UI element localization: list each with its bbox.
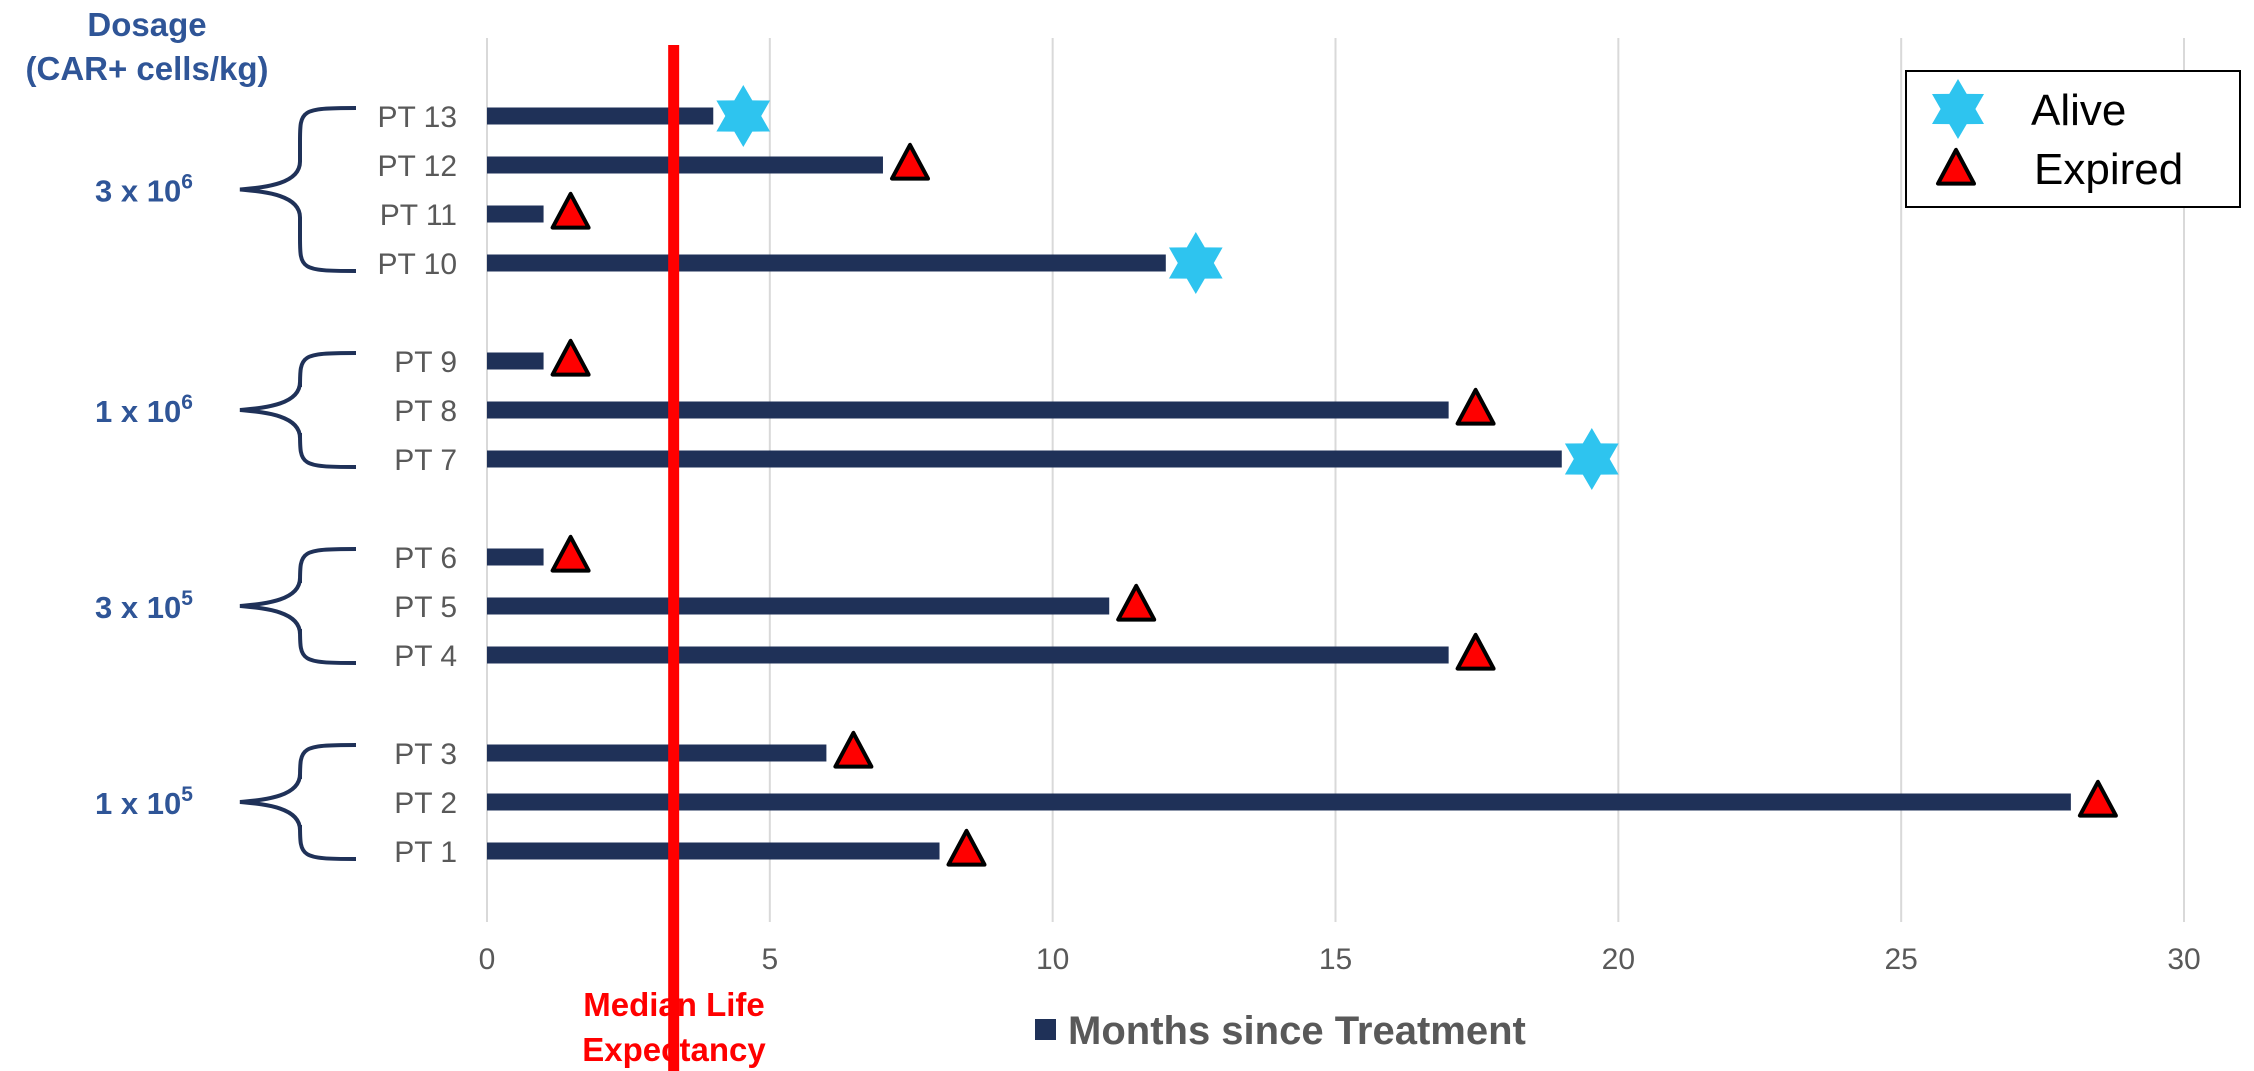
x-tick-label-0: 0 bbox=[479, 943, 496, 976]
bar-pt-4 bbox=[487, 646, 1449, 664]
patient-label-pt-2: PT 2 bbox=[394, 787, 457, 820]
bar-pt-1 bbox=[487, 842, 940, 860]
dosage-label-2: 1 x 106 bbox=[95, 391, 193, 429]
x-axis-legend: Months since Treatment bbox=[1035, 1009, 1526, 1053]
bar-pt-12 bbox=[487, 156, 883, 174]
expired-triangle-icon bbox=[833, 730, 874, 769]
alive-star-icon bbox=[1169, 232, 1223, 294]
expired-triangle-icon bbox=[550, 191, 591, 230]
expired-triangle-icon bbox=[1116, 583, 1157, 622]
bar-pt-3 bbox=[487, 744, 827, 762]
legend-label-alive: Alive bbox=[2031, 86, 2126, 135]
alive-star-icon bbox=[1564, 428, 1619, 490]
bar-pt-8 bbox=[487, 401, 1449, 419]
status-markers bbox=[550, 85, 2118, 867]
x-axis-legend-swatch bbox=[1035, 1019, 1056, 1040]
dosage-brace bbox=[239, 547, 357, 665]
dosage-label-4: 1 x 105 bbox=[95, 783, 193, 821]
x-tick-label-25: 25 bbox=[1884, 943, 1917, 976]
patient-labels: PT 13 PT 12 PT 11 PT 10 PT 9 PT 8 PT 7 PT 6 PT 5… bbox=[378, 101, 458, 869]
bar-pt-2 bbox=[487, 793, 2071, 811]
legend-triangle-icon bbox=[1936, 147, 1976, 186]
x-tick-labels: 0 5 10 15 20 25 30 bbox=[479, 943, 2201, 976]
expired-triangle-icon bbox=[946, 828, 987, 867]
patient-label-pt-3: PT 3 bbox=[394, 738, 457, 771]
patient-label-pt-13: PT 13 bbox=[378, 101, 458, 134]
bar-pt-13 bbox=[487, 107, 714, 125]
bar-pt-10 bbox=[487, 254, 1166, 272]
bar-pt-6 bbox=[487, 548, 544, 566]
patient-label-pt-1: PT 1 bbox=[394, 836, 457, 869]
dosage-brace bbox=[239, 351, 357, 469]
x-tick-label-5: 5 bbox=[761, 943, 778, 976]
patient-label-pt-5: PT 5 bbox=[394, 591, 457, 624]
expired-triangle-icon bbox=[550, 534, 591, 573]
bar-pt-11 bbox=[487, 205, 544, 223]
dosage-brace bbox=[239, 743, 357, 861]
patient-label-pt-10: PT 10 bbox=[378, 248, 458, 281]
patient-label-pt-12: PT 12 bbox=[378, 150, 458, 183]
median-label-line1: Median Life bbox=[583, 986, 765, 1023]
median-label-line2: Expectancy bbox=[582, 1031, 766, 1068]
dosage-title-line2: (CAR+ cells/kg) bbox=[26, 50, 269, 87]
bar-pt-7 bbox=[487, 450, 1562, 468]
x-tick-label-15: 15 bbox=[1319, 943, 1352, 976]
x-axis-label: Months since Treatment bbox=[1068, 1009, 1526, 1053]
dosage-title-line1: Dosage bbox=[87, 6, 206, 43]
patient-label-pt-11: PT 11 bbox=[380, 199, 457, 232]
dosage-brace bbox=[239, 106, 357, 273]
expired-triangle-icon bbox=[1455, 632, 1496, 671]
bar-pt-9 bbox=[487, 352, 544, 370]
alive-star-icon bbox=[716, 85, 771, 147]
expired-triangle-icon bbox=[2077, 779, 2118, 818]
dosage-label-3: 3 x 105 bbox=[95, 587, 193, 625]
dosage-label-1: 3 x 106 bbox=[95, 171, 193, 209]
legend-star-icon bbox=[1932, 79, 1984, 139]
dosage-groups: 3 x 106 1 x 106 3 x 105 1 x 105 bbox=[95, 106, 357, 861]
expired-triangle-icon bbox=[1455, 387, 1496, 426]
expired-triangle-icon bbox=[890, 142, 930, 181]
patient-label-pt-4: PT 4 bbox=[394, 640, 457, 673]
patient-label-pt-9: PT 9 bbox=[394, 346, 457, 379]
x-tick-label-20: 20 bbox=[1602, 943, 1635, 976]
patient-label-pt-6: PT 6 bbox=[394, 542, 457, 575]
patient-label-pt-7: PT 7 bbox=[394, 444, 457, 477]
legend: Alive Expired bbox=[1905, 70, 2241, 208]
bars bbox=[487, 107, 2071, 860]
legend-label-expired: Expired bbox=[2034, 145, 2183, 194]
patient-label-pt-8: PT 8 bbox=[394, 395, 457, 428]
bar-pt-5 bbox=[487, 597, 1110, 615]
expired-triangle-icon bbox=[550, 338, 591, 377]
x-tick-label-30: 30 bbox=[2167, 943, 2200, 976]
x-tick-label-10: 10 bbox=[1036, 943, 1069, 976]
